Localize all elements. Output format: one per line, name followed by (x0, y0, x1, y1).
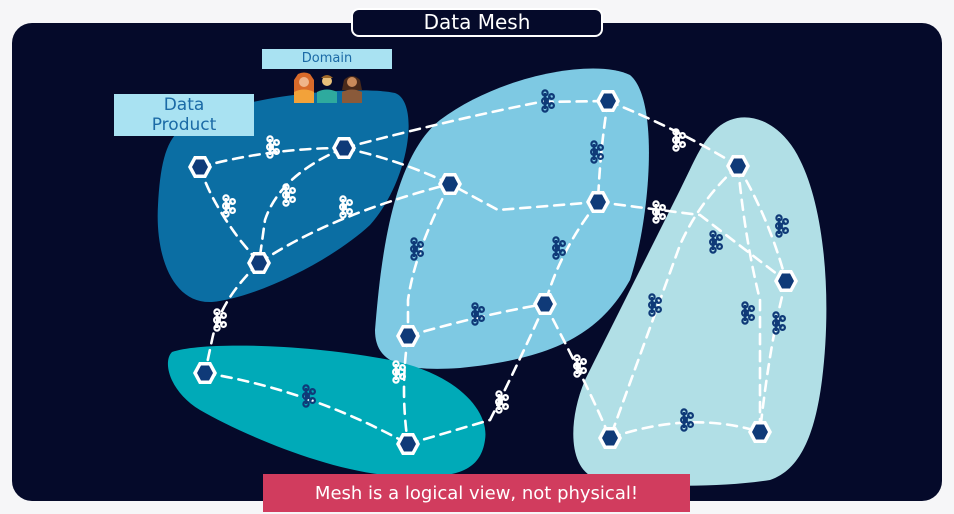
domain-blob-light-blue (375, 68, 649, 369)
people-icon (294, 72, 362, 103)
footer-banner: Mesh is a logical view, not physical! (263, 474, 690, 512)
domain-blob-pale-blue (573, 117, 827, 486)
diagram-title: Data Mesh (351, 8, 603, 37)
connector-icon (651, 200, 667, 224)
data-product-label: Data Product (114, 94, 254, 136)
connector-icon (671, 128, 687, 152)
data-product-label-line1: Data (163, 95, 205, 115)
domain-label: Domain (262, 49, 392, 69)
data-product-label-line2: Product (151, 115, 217, 135)
